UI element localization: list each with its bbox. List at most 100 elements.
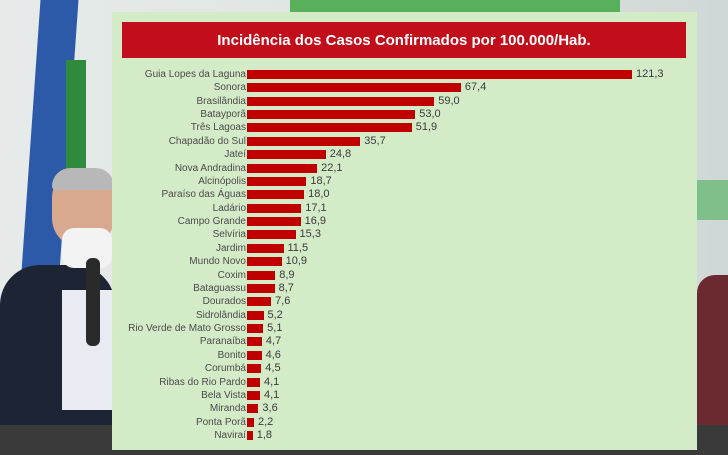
bar <box>247 283 275 293</box>
category-label: Paraíso das Águas <box>161 189 247 201</box>
bar-row: Corumbá 4,5 <box>112 362 697 375</box>
category-label: Alcinópolis <box>198 175 246 187</box>
category-label: Bonito <box>217 349 246 361</box>
category-label: Naviraí <box>214 429 246 441</box>
bar-row: Jateí 24,8 <box>112 148 697 161</box>
value-label: 18,0 <box>308 188 330 201</box>
bar <box>247 390 260 400</box>
value-label: 4,7 <box>265 335 282 348</box>
bar <box>247 310 264 320</box>
bar <box>247 377 260 387</box>
category-label: Guia Lopes da Laguna <box>144 69 246 80</box>
bar <box>247 83 461 93</box>
value-label: 8,9 <box>279 268 295 281</box>
category-label: Jateí <box>224 149 246 161</box>
second-person <box>697 275 728 425</box>
category-label: Rio Verde de Mato Grosso <box>128 323 246 335</box>
bar-row: Bonito 4,6 <box>112 349 697 362</box>
value-label: 1,8 <box>256 428 272 441</box>
category-label: Paranaíba <box>199 336 246 348</box>
bar <box>247 297 272 307</box>
category-label: Selvíria <box>212 229 246 241</box>
bar-row: Mundo Novo 10,9 <box>112 255 697 268</box>
bar <box>247 217 301 227</box>
value-label: 16,9 <box>304 215 327 228</box>
bar-row: Chapadão do Sul 35,7 <box>112 135 697 148</box>
value-label: 15,3 <box>299 228 321 241</box>
bar <box>247 324 264 334</box>
bar-row: Sonora 67,4 <box>112 81 697 94</box>
bar-row: Três Lagoas 51,9 <box>112 121 697 134</box>
bar <box>247 270 276 280</box>
value-label: 4,1 <box>264 375 280 388</box>
bar-row: Batayporã 53,0 <box>112 108 697 121</box>
bar-row: Guia Lopes da Laguna 121,3 <box>112 68 697 81</box>
category-label: Três Lagoas <box>190 122 246 134</box>
value-label: 10,9 <box>285 255 308 268</box>
value-label: 35,7 <box>364 134 386 147</box>
category-label: Nova Andradina <box>174 162 246 174</box>
bar <box>247 230 296 240</box>
value-label: 53,0 <box>419 108 441 121</box>
bar-row: Brasilândia 59,0 <box>112 95 697 108</box>
category-label: Corumbá <box>204 363 246 375</box>
bar <box>247 364 262 374</box>
bar-row: Rio Verde de Mato Grosso 5,1 <box>112 322 697 335</box>
category-label: Ponta Porã <box>195 416 246 428</box>
value-label: 121,3 <box>636 68 664 80</box>
value-label: 59,0 <box>438 94 460 107</box>
category-label: Dourados <box>202 296 246 308</box>
bar-row: Alcinópolis 18,7 <box>112 175 697 188</box>
bar-row: Bataguassu 8,7 <box>112 282 697 295</box>
bar-row: Nova Andradina 22,1 <box>112 162 697 175</box>
bar <box>247 70 632 79</box>
backdrop-logo <box>697 180 728 220</box>
bar-row: Campo Grande 16,9 <box>112 215 697 228</box>
category-label: Bataguassu <box>193 282 246 294</box>
category-label: Ladário <box>212 202 246 214</box>
bar <box>247 404 259 414</box>
bar <box>247 203 302 213</box>
bar-row: Selvíria 15,3 <box>112 228 697 241</box>
category-label: Sidrolândia <box>195 309 246 321</box>
value-label: 22,1 <box>321 161 343 174</box>
bar-row: Coxim 8,9 <box>112 269 697 282</box>
bar-row: Jardim 11,5 <box>112 242 697 255</box>
value-label: 24,8 <box>329 148 352 161</box>
bar-row: Ladário 17,1 <box>112 202 697 215</box>
category-label: Coxim <box>217 269 246 281</box>
bar <box>247 337 262 347</box>
category-label: Bela Vista <box>201 389 246 401</box>
bar <box>247 136 361 146</box>
speaker-hair <box>52 168 114 190</box>
value-label: 3,6 <box>262 402 278 415</box>
chart-title: Incidência dos Casos Confirmados por 100… <box>122 22 686 58</box>
chart-panel: Incidência dos Casos Confirmados por 100… <box>112 12 697 450</box>
bar <box>247 350 262 360</box>
bar <box>247 257 282 267</box>
value-label: 18,7 <box>310 174 332 187</box>
bar <box>247 243 284 253</box>
bar <box>247 430 253 440</box>
bar <box>247 96 435 106</box>
value-label: 2,2 <box>257 415 274 428</box>
category-label: Campo Grande <box>177 216 246 228</box>
bar-row: Ponta Porã 2,2 <box>112 416 697 429</box>
value-label: 8,7 <box>278 281 294 294</box>
backdrop-banner <box>290 0 620 14</box>
bar <box>247 163 318 173</box>
bar <box>247 417 254 427</box>
bar-row: Paranaíba 4,7 <box>112 335 697 348</box>
value-label: 17,1 <box>305 201 327 214</box>
category-label: Brasilândia <box>196 95 246 107</box>
bar <box>247 123 412 133</box>
bar-row: Miranda 3,6 <box>112 402 697 415</box>
value-label: 7,6 <box>275 295 291 308</box>
value-label: 11,5 <box>287 241 309 254</box>
bar <box>247 150 326 160</box>
category-label: Mundo Novo <box>189 256 246 268</box>
category-label: Miranda <box>209 403 246 415</box>
category-label: Sonora <box>213 82 246 94</box>
bar-row: Ribas do Rio Pardo 4,1 <box>112 376 697 389</box>
bar-row: Bela Vista 4,1 <box>112 389 697 402</box>
